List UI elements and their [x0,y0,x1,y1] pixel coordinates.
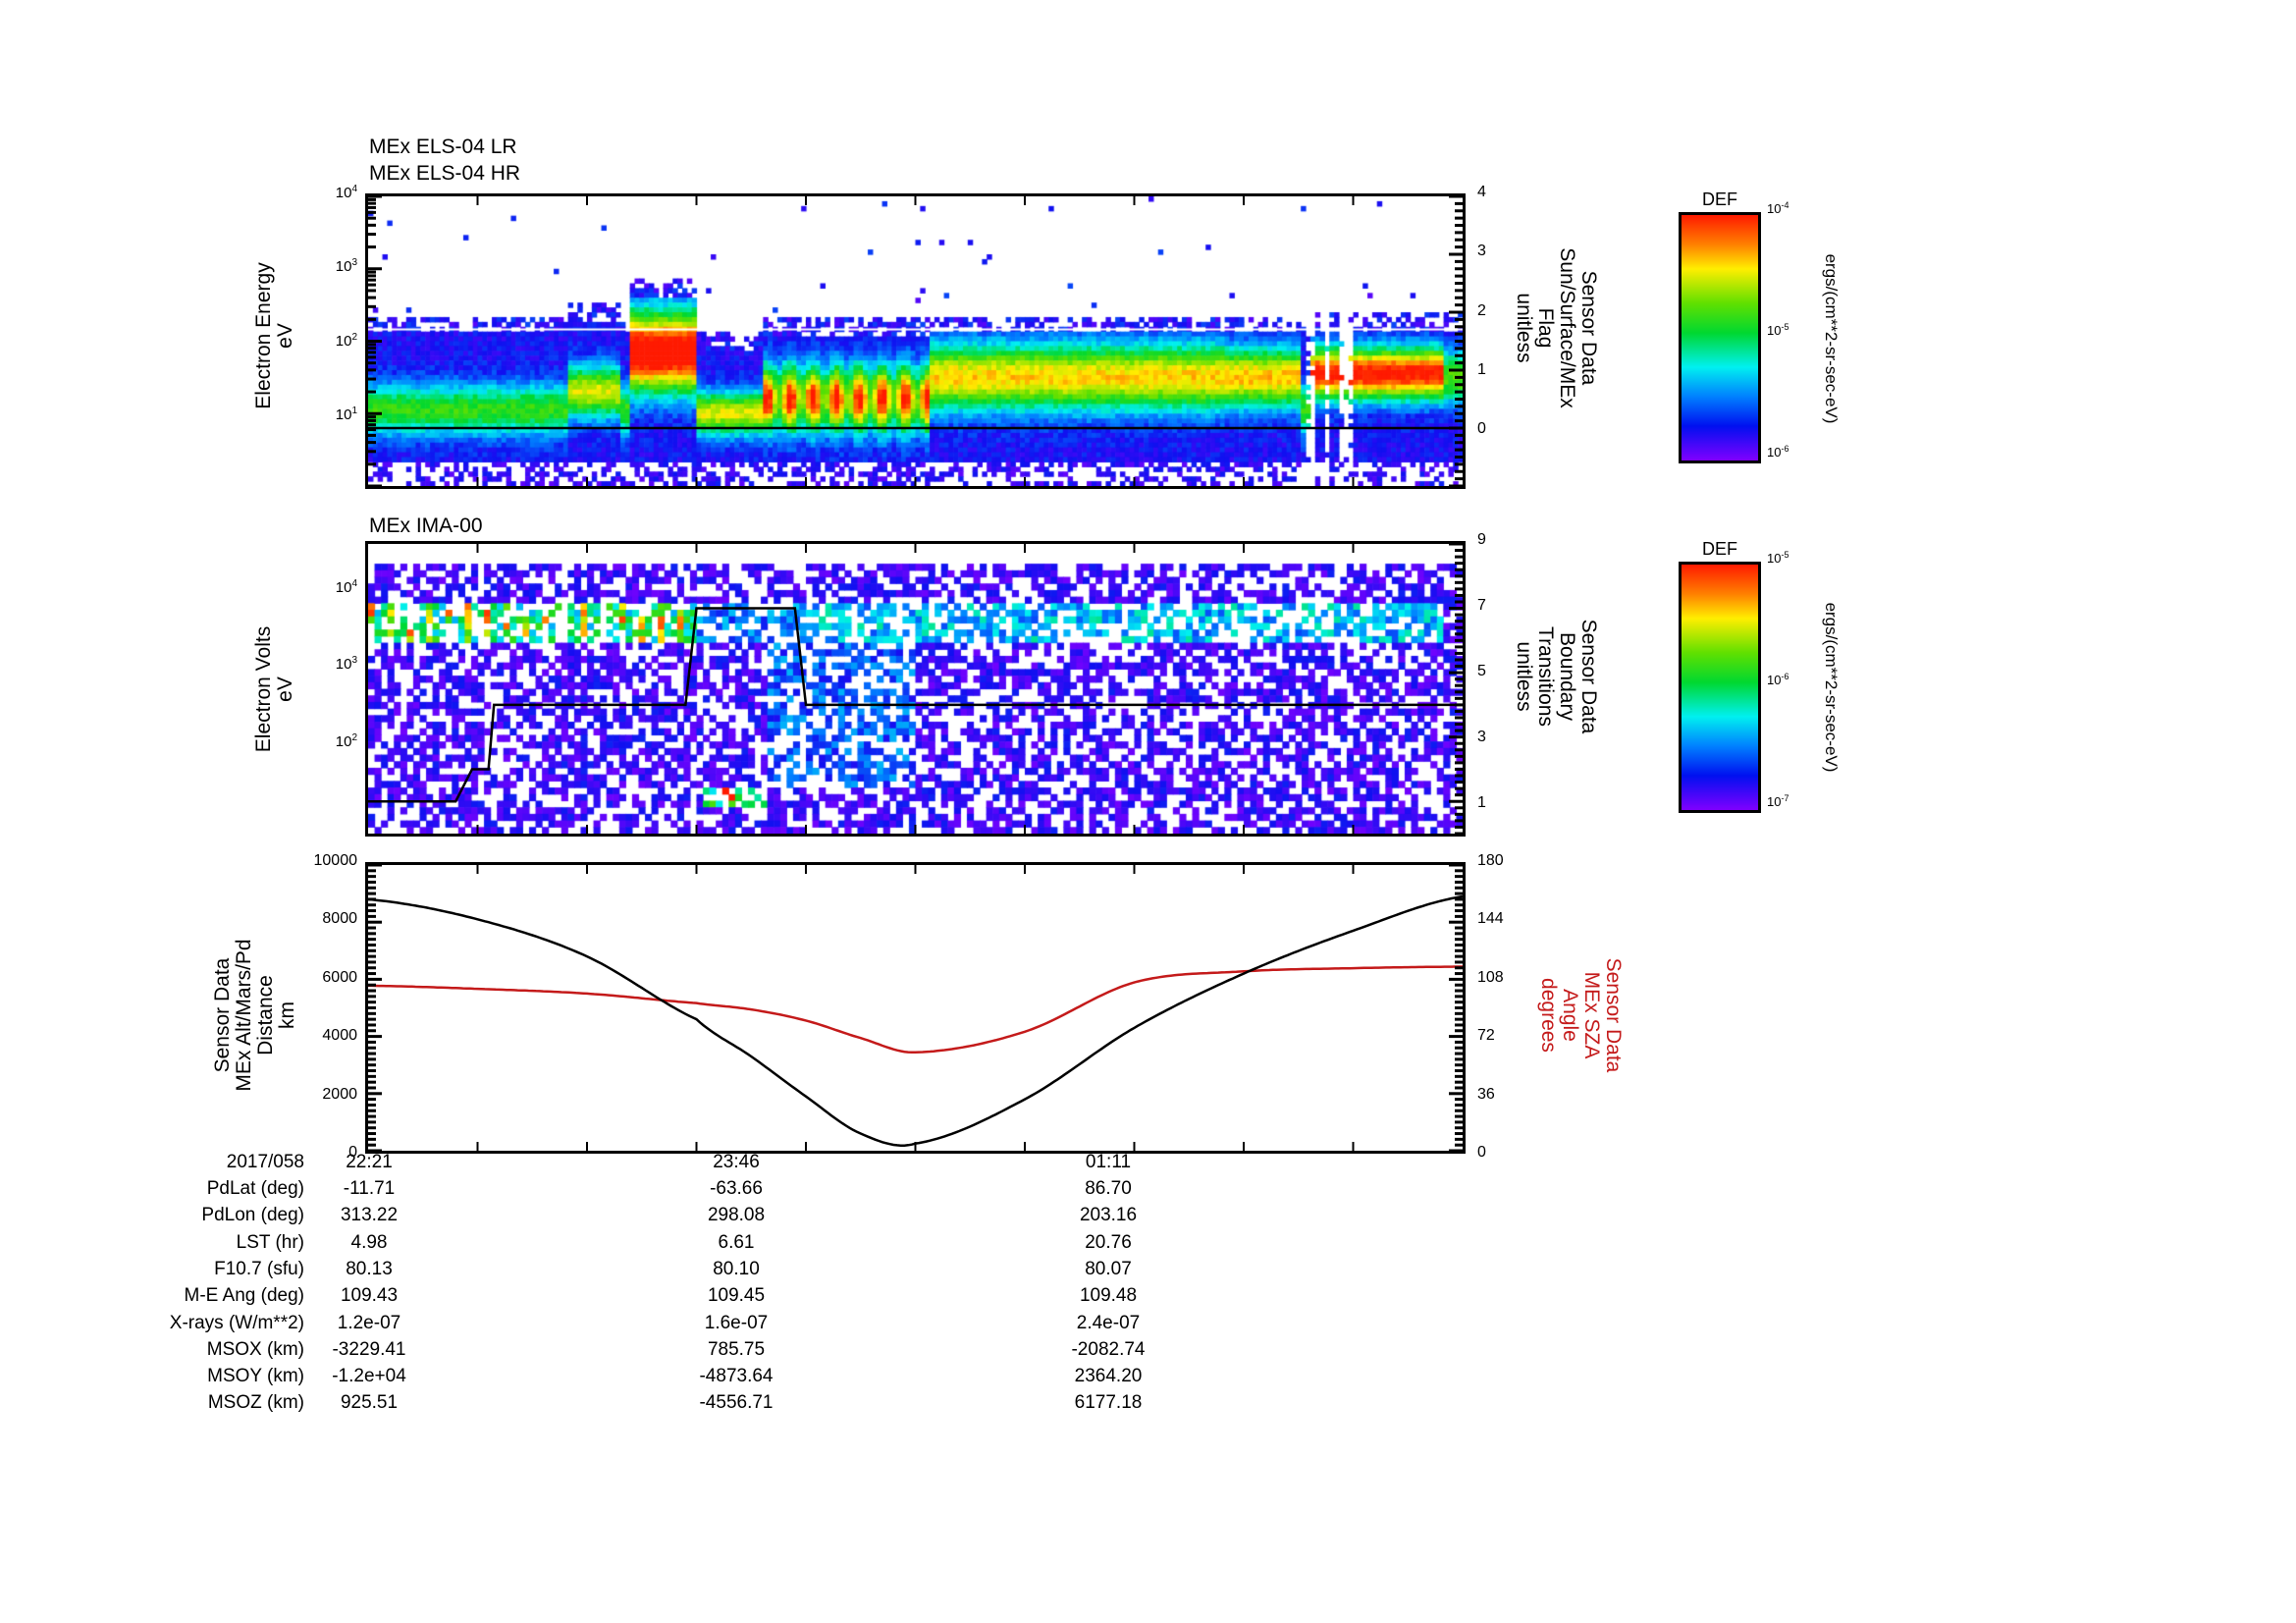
xtick-time-3: 01:11 [1085,1152,1132,1172]
xtick-time-1: 22:21 [346,1152,393,1172]
ima-colorbar-title: DEF [1702,539,1737,559]
els-axes-overlay [368,196,1463,486]
ephemeris-row-value: 80.07 [1085,1258,1132,1279]
y2-tick-label: 108 [1477,968,1504,986]
y2-tick-label: 7 [1477,597,1486,614]
y-tick-label: 104 [335,578,357,597]
ephemeris-row-value: 4.98 [350,1231,388,1253]
colorbar-tick-label: 10-5 [1767,322,1789,338]
ephemeris-row-value: -11.71 [343,1178,396,1199]
orbit-ylabel: Sensor Data MEx Alt/Mars/Pd Distance km [211,939,298,1092]
y-tick-label: 101 [335,405,357,423]
ephemeris-row-value: 86.70 [1085,1178,1132,1199]
y2-tick-label: 4 [1477,184,1486,200]
ephemeris-row-value: 6.61 [718,1231,755,1253]
ephemeris-row-label: X-rays (W/m**2) [169,1312,304,1333]
ephemeris-row-label: MSOZ (km) [207,1392,304,1414]
y2-tick-label: 180 [1477,852,1504,869]
ephemeris-row-value: 203.16 [1079,1205,1138,1226]
ephemeris-row-label: LST (hr) [236,1231,304,1253]
y-tick-label: 102 [335,331,357,350]
y-tick-label: 104 [335,184,357,201]
ephemeris-row-value: 6177.18 [1074,1392,1143,1414]
y-tick-label: 8000 [322,910,357,928]
ima-title: MEx IMA-00 [369,514,483,537]
orbit-plot-area [368,865,1463,1151]
ephemeris-row-value: -1.2e+04 [332,1366,406,1387]
els-spectrogram[interactable] [365,193,1466,489]
y-tick-label: 6000 [322,968,357,986]
ephemeris-row-value: 2.4e-07 [1076,1312,1141,1333]
y-tick-label: 2000 [322,1085,357,1103]
ephemeris-row-value: 2364.20 [1074,1366,1143,1387]
y2-tick-label: 1 [1477,794,1486,811]
xtick-time-2: 23:46 [713,1152,760,1172]
y2-tick-label: 72 [1477,1027,1495,1045]
y2-tick-label: 3 [1477,243,1486,260]
els-y2label: Sensor Data Sun/Surface/MEx Flag unitles… [1513,247,1600,408]
ephemeris-row-value: 80.13 [346,1258,393,1279]
colorbar-tick-label: 10-5 [1767,550,1789,566]
ephemeris-row-value: 20.76 [1085,1231,1132,1253]
ephemeris-row-value: -4873.64 [699,1366,774,1387]
y2-tick-label: 1 [1477,360,1486,378]
ephemeris-date: 2017/058 [226,1152,304,1172]
colorbar-tick-label: 10-6 [1767,672,1789,687]
ephemeris-row-label: F10.7 (sfu) [214,1258,304,1279]
y-tick-label: 103 [335,655,357,674]
ephemeris-row-value: -63.66 [710,1178,763,1199]
ima-colorbar-units: ergs/(cm**2-sr-sec-eV) [1822,602,1841,773]
y2-tick-label: 5 [1477,663,1486,679]
y-tick-label: 4000 [322,1027,357,1045]
ephemeris-row-value: 109.45 [707,1285,766,1307]
els-spectrogram-canvas [368,196,1463,486]
ephemeris-row-label: M-E Ang (deg) [184,1285,305,1307]
ephemeris-row-value: 1.2e-07 [337,1312,401,1333]
orbit-y2label: Sensor Data MEx SZA Angle degrees [1537,957,1625,1073]
y2-tick-label: 9 [1477,531,1486,548]
y2-tick-label: 36 [1477,1085,1495,1103]
ephemeris-row-value: -3229.41 [332,1338,406,1360]
ephemeris-row-value: 80.10 [713,1258,760,1279]
ephemeris-row-value: 313.22 [340,1205,399,1226]
y2-tick-label: 0 [1477,420,1486,437]
els-colorbar [1679,212,1761,463]
colorbar-tick-label: 10-7 [1767,793,1789,809]
ima-colorbar [1679,562,1761,813]
ima-spectrogram[interactable] [365,541,1466,837]
els-colorbar-title: DEF [1702,189,1737,209]
y2-tick-label: 3 [1477,729,1486,745]
y2-tick-label: 0 [1477,1144,1486,1161]
colorbar-tick-label: 10-6 [1767,444,1789,460]
y-tick-label: 0 [348,1144,357,1161]
y-tick-label: 102 [335,731,357,750]
els-ylabel: Electron Energy eV [252,262,296,409]
els-colorbar-units: ergs/(cm**2-sr-sec-eV) [1822,253,1841,424]
ephemeris-row-label: PdLat (deg) [206,1178,304,1199]
ephemeris-row-value: 109.43 [340,1285,399,1307]
ephemeris-row-value: 925.51 [340,1392,399,1414]
ephemeris-row-value: -4556.71 [699,1392,774,1414]
ima-y2label: Sensor Data Boundary Transitions unitles… [1513,619,1600,734]
ephemeris-row-value: -2082.74 [1071,1338,1146,1360]
ima-spectrogram-canvas [368,544,1463,834]
y2-tick-label: 144 [1477,910,1504,928]
ephemeris-row-label: MSOX (km) [206,1338,304,1360]
colorbar-tick-label: 10-4 [1767,200,1789,216]
ephemeris-row-value: 1.6e-07 [704,1312,769,1333]
els-title-lr: MEx ELS-04 LR [369,135,517,158]
ima-axes-overlay [368,544,1463,834]
y2-tick-label: 2 [1477,301,1486,319]
els-title-hr: MEx ELS-04 HR [369,162,521,185]
orbit-line-chart[interactable] [365,862,1466,1154]
ephemeris-row-label: MSOY (km) [207,1366,304,1387]
ephemeris-row-value: 109.48 [1079,1285,1138,1307]
y-tick-label: 103 [335,257,357,276]
ephemeris-row-label: PdLon (deg) [201,1205,304,1226]
y-tick-label: 10000 [313,852,358,869]
ephemeris-row-value: 785.75 [707,1338,766,1360]
ephemeris-row-value: 298.08 [707,1205,766,1226]
ima-ylabel: Electron Volts eV [252,625,296,753]
